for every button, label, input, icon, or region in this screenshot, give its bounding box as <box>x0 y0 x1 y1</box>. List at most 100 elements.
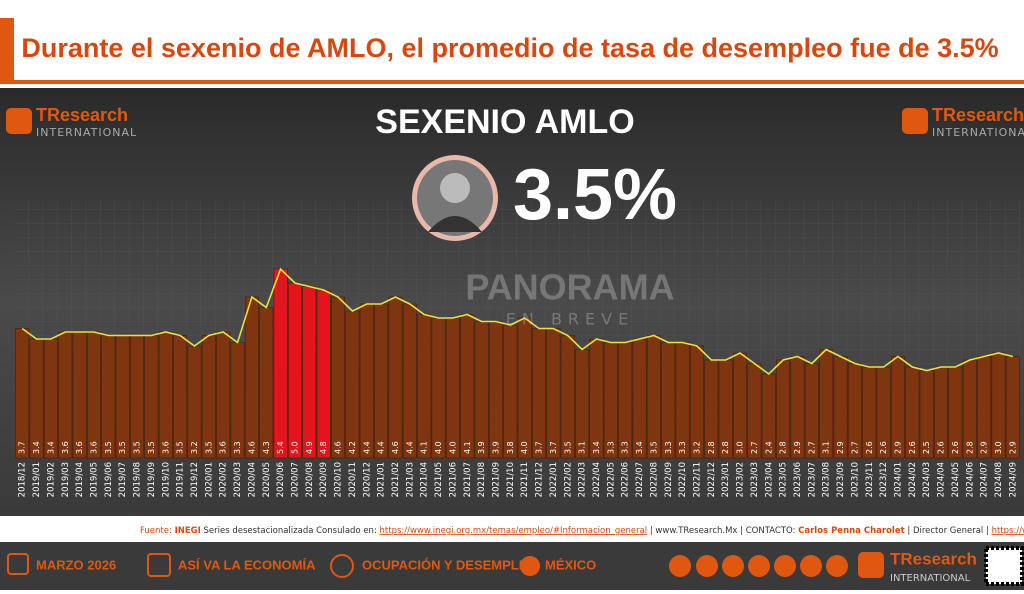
bar <box>173 335 188 459</box>
qr-code[interactable] <box>984 546 1024 586</box>
value-label: 2.6 <box>865 441 874 454</box>
x-tick-label: 2022/08 <box>649 462 659 497</box>
value-label: 4.9 <box>305 441 314 454</box>
bar <box>689 345 704 459</box>
bar <box>603 342 618 459</box>
x-tick-label: 2024/02 <box>908 462 918 497</box>
bar <box>431 317 446 459</box>
bar <box>15 328 30 459</box>
x-tick-label: 2023/12 <box>879 462 889 497</box>
value-label: 2.7 <box>850 441 859 454</box>
value-label: 3.5 <box>563 441 572 454</box>
value-label: 2.5 <box>922 441 931 454</box>
x-tick-label: 2019/10 <box>161 462 171 497</box>
bar <box>359 303 374 459</box>
country-icon <box>520 556 540 576</box>
value-label: 4.0 <box>434 441 443 454</box>
bar <box>532 328 547 459</box>
value-label: 4.4 <box>377 441 386 454</box>
value-label: 3.6 <box>219 441 228 454</box>
x-tick-label: 2021/03 <box>405 462 415 497</box>
value-label: 2.8 <box>721 441 730 454</box>
x-tick-label: 2021/09 <box>491 462 501 497</box>
bar <box>488 321 503 459</box>
value-label: 3.5 <box>649 441 658 454</box>
x-tick-label: 2023/07 <box>807 462 817 497</box>
value-label: 3.5 <box>176 441 185 454</box>
value-label: 3.0 <box>736 441 745 454</box>
bar <box>29 338 44 459</box>
x-tick-label: 2018/12 <box>18 462 28 497</box>
x-tick-label: 2020/06 <box>276 462 286 497</box>
value-label: 3.0 <box>994 441 1003 454</box>
trend-line <box>21 267 1014 376</box>
value-label: 3.5 <box>118 441 127 454</box>
bar <box>331 296 346 459</box>
value-label: 3.3 <box>664 441 673 454</box>
portrait-head <box>440 173 470 203</box>
x-tick-label: 2023/03 <box>750 462 760 497</box>
bar <box>546 328 561 459</box>
portrait-body <box>428 216 482 232</box>
value-label: 3.4 <box>32 441 41 454</box>
watermark-sub: EN BREVE <box>506 310 634 329</box>
bar <box>388 296 403 459</box>
footer-logo-name: TResearch <box>890 549 977 568</box>
value-label: 3.2 <box>692 441 701 454</box>
value-label: 3.3 <box>233 441 242 454</box>
x-tick-label: 2024/04 <box>937 462 947 497</box>
value-label: 3.4 <box>635 441 644 454</box>
x-tick-label: 2023/09 <box>836 462 846 497</box>
bar <box>115 335 130 459</box>
x-tick-label: 2021/02 <box>391 462 401 497</box>
logo-name: TResearch <box>932 105 1024 125</box>
x-tick-label: 2024/01 <box>893 462 903 497</box>
value-label: 5.0 <box>290 441 299 454</box>
value-label: 3.3 <box>621 441 630 454</box>
value-label: 2.7 <box>750 441 759 454</box>
value-label: 4.4 <box>405 441 414 454</box>
x-tick-label: 2023/06 <box>793 462 803 497</box>
bar <box>187 345 202 459</box>
x-tick-label: 2020/12 <box>362 462 372 497</box>
title-accent <box>0 18 14 82</box>
footer-logo-icon <box>858 552 884 578</box>
x-tick-label: 2021/10 <box>506 462 516 497</box>
logo-sub: INTERNATIONAL <box>36 126 137 139</box>
x-tick-label: 2020/01 <box>204 462 214 497</box>
source-site: | www.TResearch.Mx | CONTACTO: <box>650 526 796 536</box>
value-label: 4.3 <box>262 441 271 454</box>
bar <box>86 331 101 459</box>
value-label: 2.6 <box>937 441 946 454</box>
value-label: 3.6 <box>89 441 98 454</box>
value-label: 4.8 <box>319 441 328 454</box>
x-tick-label: 2019/04 <box>75 462 85 497</box>
bar <box>259 307 274 459</box>
bar <box>130 335 145 459</box>
logo-sub: INTERNATIONAL <box>932 126 1024 139</box>
x-tick-label: 2021/06 <box>448 462 458 497</box>
footer-logo-sub: INTERNATIONAL <box>890 573 971 584</box>
value-label: 2.6 <box>908 441 917 454</box>
source-url[interactable]: https://www.inegi.org.mx/temas/empleo/#I… <box>380 526 648 536</box>
source-label: Fuente: <box>140 526 172 536</box>
bar <box>661 342 676 459</box>
bar <box>374 303 389 459</box>
social-icons[interactable] <box>669 555 848 577</box>
value-label: 3.7 <box>18 441 27 454</box>
plot: 3.7 2018/12 3.4 2019/01 3.4 2019/02 3.6 2019/03… <box>15 267 1020 497</box>
x-tick-label: 2019/12 <box>190 462 200 497</box>
value-label: 3.3 <box>678 441 687 454</box>
value-label: 3.7 <box>549 441 558 454</box>
value-label: 3.6 <box>75 441 84 454</box>
bar <box>460 314 475 459</box>
value-label: 4.6 <box>247 441 256 454</box>
value-label: 3.6 <box>161 441 170 454</box>
source-role: | Director General | <box>907 526 988 536</box>
x-tick-label: 2023/05 <box>779 462 789 497</box>
chart-title: SEXENIO AMLO <box>375 103 634 141</box>
value-label: 2.9 <box>893 441 902 454</box>
source-wa[interactable]: https://wa.me/524499193645 <box>992 526 1024 536</box>
value-label: 3.9 <box>477 441 486 454</box>
value-label: 2.4 <box>764 441 773 454</box>
